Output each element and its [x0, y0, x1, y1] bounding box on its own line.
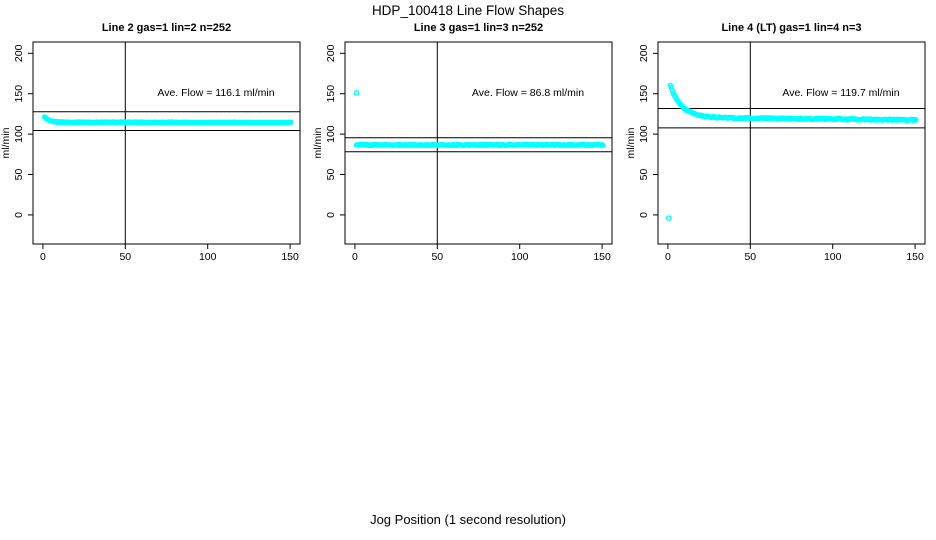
- x-tick-label: 150: [593, 251, 611, 263]
- scatter-point: [913, 117, 919, 123]
- ave-flow-annotation: Ave. Flow = 116.1 ml/min: [157, 87, 274, 99]
- ave-flow-annotation: Ave. Flow = 86.8 ml/min: [472, 87, 584, 99]
- main-title: HDP_100418 Line Flow Shapes: [372, 3, 564, 18]
- y-axis-label: ml/min: [625, 127, 637, 158]
- ave-flow-annotation: Ave. Flow = 119.7 ml/min: [782, 87, 899, 99]
- x-axis-shared-label: Jog Position (1 second resolution): [370, 512, 566, 527]
- x-tick-label: 150: [281, 251, 299, 263]
- y-tick-label: 0: [13, 212, 25, 218]
- x-tick-label: 100: [511, 251, 529, 263]
- scatter-point: [288, 119, 294, 126]
- y-tick-label: 100: [638, 125, 650, 143]
- x-tick-label: 50: [119, 251, 131, 263]
- outlier-point: [665, 215, 672, 222]
- scatter-points: [41, 114, 294, 126]
- outlier-point: [353, 90, 360, 96]
- panel-frame: 0 50 100 150 0 50 100 150 200: [638, 41, 926, 263]
- x-tick-label: 50: [744, 251, 756, 263]
- scatter-point: [669, 87, 675, 94]
- panel-line-3: Line 3 gas=1 lin=3 n=252 ml/min 0 50 100 15…: [312, 22, 613, 263]
- panel-title: Line 4 (LT) gas=1 lin=4 n=3: [721, 22, 861, 34]
- panel-title: Line 2 gas=1 lin=2 n=252: [102, 22, 231, 34]
- y-tick-label: 50: [638, 169, 650, 181]
- x-tick-label: 50: [431, 251, 443, 263]
- x-tick-label: 150: [906, 251, 924, 263]
- plot-box: [344, 41, 613, 245]
- y-tick-label: 50: [325, 169, 337, 181]
- y-tick-label: 100: [325, 125, 337, 143]
- y-axis-label: ml/min: [312, 127, 324, 158]
- y-axis-label: ml/min: [0, 127, 12, 158]
- panel-line-4: Line 4 (LT) gas=1 lin=4 n=3 ml/min 0 50 10…: [625, 22, 926, 263]
- x-tick-label: 0: [665, 251, 671, 263]
- panel-line-2: Line 2 gas=1 lin=2 n=252 ml/min 0 50 100 15…: [0, 22, 301, 263]
- y-tick-label: 200: [325, 44, 337, 62]
- x-tick-label: 0: [352, 251, 358, 263]
- x-tick-label: 100: [824, 251, 842, 263]
- x-tick-label: 100: [199, 251, 217, 263]
- scatter-point: [600, 142, 606, 148]
- y-tick-label: 0: [325, 212, 337, 218]
- y-tick-label: 100: [13, 125, 25, 143]
- y-tick-label: 200: [13, 44, 25, 62]
- scatter-points: [353, 90, 606, 149]
- y-tick-label: 0: [638, 212, 650, 218]
- y-tick-label: 150: [638, 85, 650, 103]
- x-tick-label: 0: [40, 251, 46, 263]
- panel-frame: 0 50 100 150 0 50 100 150 200: [325, 41, 613, 263]
- panel-frame: 0 50 100 150 0 50 100 150 200: [13, 41, 301, 263]
- y-tick-label: 50: [13, 169, 25, 181]
- y-tick-label: 150: [13, 85, 25, 103]
- scatter-points: [665, 82, 919, 222]
- scatter-point: [668, 84, 674, 91]
- y-tick-label: 150: [325, 85, 337, 103]
- y-tick-label: 200: [638, 44, 650, 62]
- panel-title: Line 3 gas=1 lin=3 n=252: [414, 22, 543, 34]
- plot-box: [32, 41, 301, 245]
- plot-box: [657, 41, 926, 245]
